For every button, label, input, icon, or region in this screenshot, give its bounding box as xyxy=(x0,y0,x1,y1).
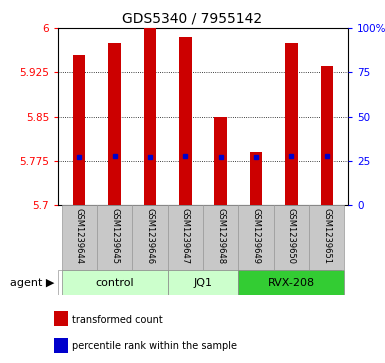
Bar xyxy=(238,270,345,295)
Bar xyxy=(132,205,167,270)
Text: agent ▶: agent ▶ xyxy=(10,277,54,287)
Bar xyxy=(167,205,203,270)
Text: GSM1239646: GSM1239646 xyxy=(146,208,154,264)
Bar xyxy=(62,270,167,295)
Bar xyxy=(321,66,333,205)
Text: RVX-208: RVX-208 xyxy=(268,277,315,287)
Text: control: control xyxy=(95,277,134,287)
Bar xyxy=(203,205,238,270)
Bar xyxy=(167,270,238,295)
Text: GDS5340 / 7955142: GDS5340 / 7955142 xyxy=(122,12,263,26)
Bar xyxy=(73,54,85,205)
Bar xyxy=(274,205,309,270)
Text: GSM1239644: GSM1239644 xyxy=(75,208,84,264)
Text: JQ1: JQ1 xyxy=(194,277,213,287)
Bar xyxy=(238,205,274,270)
Text: GSM1239645: GSM1239645 xyxy=(110,208,119,264)
Bar xyxy=(97,205,132,270)
Text: GSM1239650: GSM1239650 xyxy=(287,208,296,264)
Text: GSM1239651: GSM1239651 xyxy=(322,208,331,264)
Bar xyxy=(309,205,345,270)
Text: percentile rank within the sample: percentile rank within the sample xyxy=(72,341,237,351)
Bar xyxy=(285,43,298,205)
Bar xyxy=(54,338,67,353)
Text: GSM1239647: GSM1239647 xyxy=(181,208,190,264)
Bar xyxy=(54,311,67,326)
Text: GSM1239649: GSM1239649 xyxy=(251,208,261,264)
Bar xyxy=(109,43,121,205)
Text: GSM1239648: GSM1239648 xyxy=(216,208,225,264)
Bar xyxy=(144,28,156,205)
Bar xyxy=(179,37,191,205)
Bar xyxy=(62,205,97,270)
Text: transformed count: transformed count xyxy=(72,315,163,325)
Bar xyxy=(250,152,262,205)
Bar xyxy=(214,117,227,205)
